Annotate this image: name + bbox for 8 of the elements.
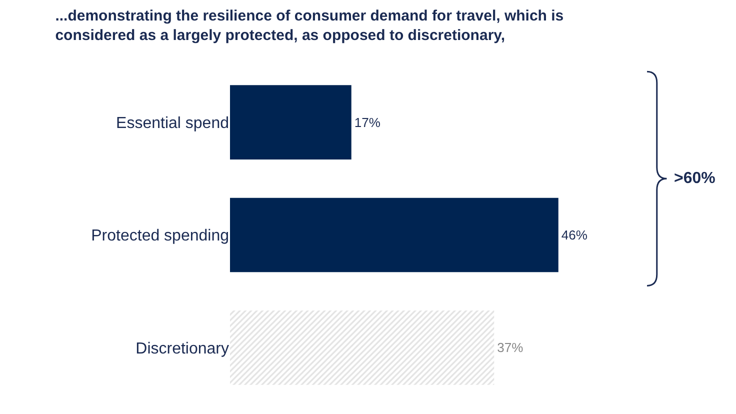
y-tick-label: Essential spend (116, 114, 229, 132)
text: >60% (674, 170, 716, 187)
data-label: 46% (561, 228, 588, 242)
y-tick-label: Discretionary (136, 340, 229, 358)
data-label: 17% (354, 114, 381, 130)
chart-title: ...demonstrating the resilience of consumer demand for travel, which is considered as a largely protected, as opposed to discretionary, (55, 8, 564, 44)
data-label: 37% (497, 340, 524, 356)
y-tick-label: Protected spending (91, 228, 229, 245)
